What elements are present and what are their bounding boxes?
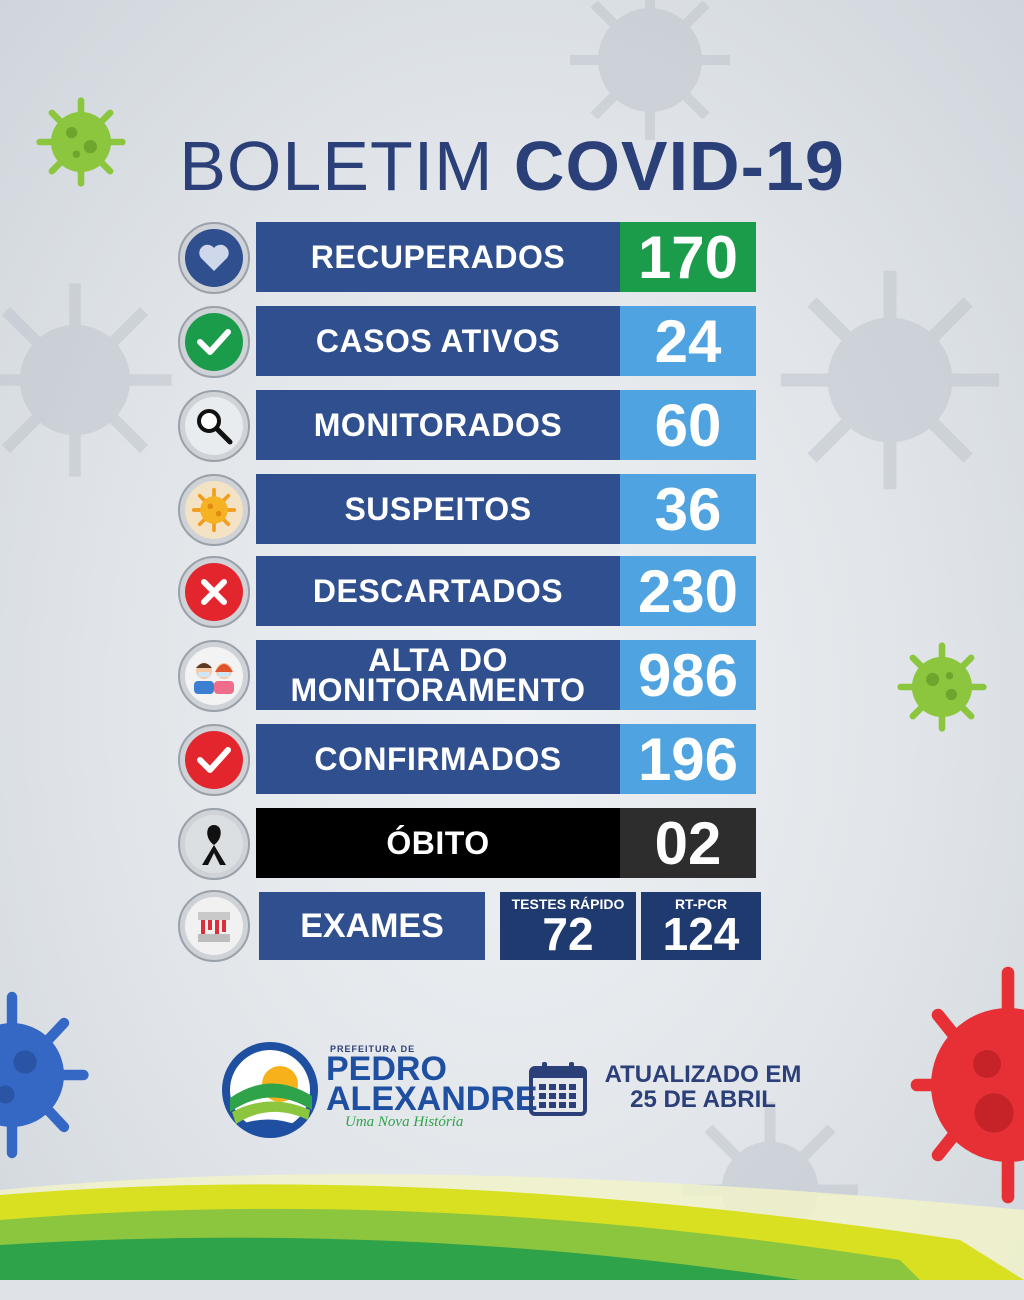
row-monitorados: MONITORADOS 60: [178, 390, 758, 462]
rapid-test-box: TESTES RÁPIDO 72: [500, 892, 636, 960]
label-line-2: MONITORAMENTO: [290, 672, 586, 708]
x-icon-badge: [178, 556, 250, 628]
value-recuperados: 170: [620, 222, 756, 292]
virus-icon: [185, 481, 243, 539]
updated-date: ATUALIZADO EM 25 DE ABRIL: [598, 1062, 808, 1112]
row-confirmados: CONFIRMADOS 196: [178, 724, 758, 796]
checkmark-icon-badge: [178, 306, 250, 378]
magnifier-icon: [185, 397, 243, 455]
test-tubes-icon: [185, 897, 243, 955]
label-exames: EXAMES: [259, 892, 485, 960]
green-virus-icon: [897, 642, 987, 732]
label-confirmados: CONFIRMADOS: [256, 724, 620, 794]
value-casos-ativos: 24: [620, 306, 756, 376]
label-descartados: DESCARTADOS: [256, 556, 620, 626]
calendar-icon: [529, 1062, 587, 1116]
virus-icon-badge: [178, 474, 250, 546]
x-icon: [185, 563, 243, 621]
value-obito: 02: [620, 808, 756, 878]
check-red-icon: [185, 731, 243, 789]
logo-emblem-icon: [222, 1042, 318, 1138]
checkmark-icon: [185, 313, 243, 371]
masked-people-icon-badge: [178, 640, 250, 712]
mourning-ribbon-icon: [185, 815, 243, 873]
red-virus-icon: [910, 966, 1024, 1204]
check-red-icon-badge: [178, 724, 250, 796]
green-virus-icon: [36, 97, 126, 187]
row-alta-monitoramento: ALTA DO MONITORAMENTO 986: [178, 640, 758, 712]
blue-virus-icon: [0, 991, 89, 1159]
value-monitorados: 60: [620, 390, 756, 460]
row-exames: EXAMES TESTES RÁPIDO 72 RT-PCR 124: [178, 890, 761, 962]
background-virus-icon: [570, 0, 730, 140]
label-recuperados: RECUPERADOS: [256, 222, 620, 292]
label-line-1: ALTA DO: [368, 642, 508, 678]
title-bold: COVID-19: [513, 127, 845, 205]
masked-people-icon: [185, 647, 243, 705]
footer-wave: [0, 1174, 1024, 1280]
row-casos-ativos: CASOS ATIVOS 24: [178, 306, 758, 378]
rapid-test-label: TESTES RÁPIDO: [511, 896, 625, 912]
logo-line1: PEDRO: [326, 1050, 447, 1088]
magnifier-icon-badge: [178, 390, 250, 462]
label-alta-monitoramento: ALTA DO MONITORAMENTO: [256, 640, 620, 710]
background-virus-icon: [0, 283, 172, 477]
row-suspeitos: SUSPEITOS 36: [178, 474, 758, 546]
rt-pcr-label: RT-PCR: [674, 896, 728, 912]
value-descartados: 230: [620, 556, 756, 626]
mourning-ribbon-icon-badge: [178, 808, 250, 880]
test-tubes-icon-badge: [178, 890, 250, 962]
value-suspeitos: 36: [620, 474, 756, 544]
label-obito: ÓBITO: [256, 808, 620, 878]
page-title: BOLETIM COVID-19: [0, 126, 1024, 206]
label-monitorados: MONITORADOS: [256, 390, 620, 460]
rapid-test-value: 72: [542, 908, 594, 960]
row-obito: ÓBITO 02: [178, 808, 758, 880]
logo-line2: ALEXANDRE: [326, 1080, 538, 1118]
label-casos-ativos: CASOS ATIVOS: [256, 306, 620, 376]
background-virus-icon: [780, 270, 1000, 490]
logo-prefix: PREFEITURA DE: [330, 1044, 416, 1054]
rt-pcr-box: RT-PCR 124: [641, 892, 761, 960]
title-light: BOLETIM: [179, 127, 494, 205]
updated-line1: ATUALIZADO EM: [604, 1061, 802, 1088]
label-suspeitos: SUSPEITOS: [256, 474, 620, 544]
row-recuperados: RECUPERADOS 170: [178, 222, 758, 294]
logo-slogan: Uma Nova História: [345, 1114, 464, 1130]
rt-pcr-value: 124: [662, 908, 740, 960]
row-descartados: DESCARTADOS 230: [178, 556, 758, 628]
heart-icon: [185, 229, 243, 287]
heart-icon-badge: [178, 222, 250, 294]
value-confirmados: 196: [620, 724, 756, 794]
value-alta-monitoramento: 986: [620, 640, 756, 710]
updated-line2: 25 DE ABRIL: [630, 1086, 776, 1113]
